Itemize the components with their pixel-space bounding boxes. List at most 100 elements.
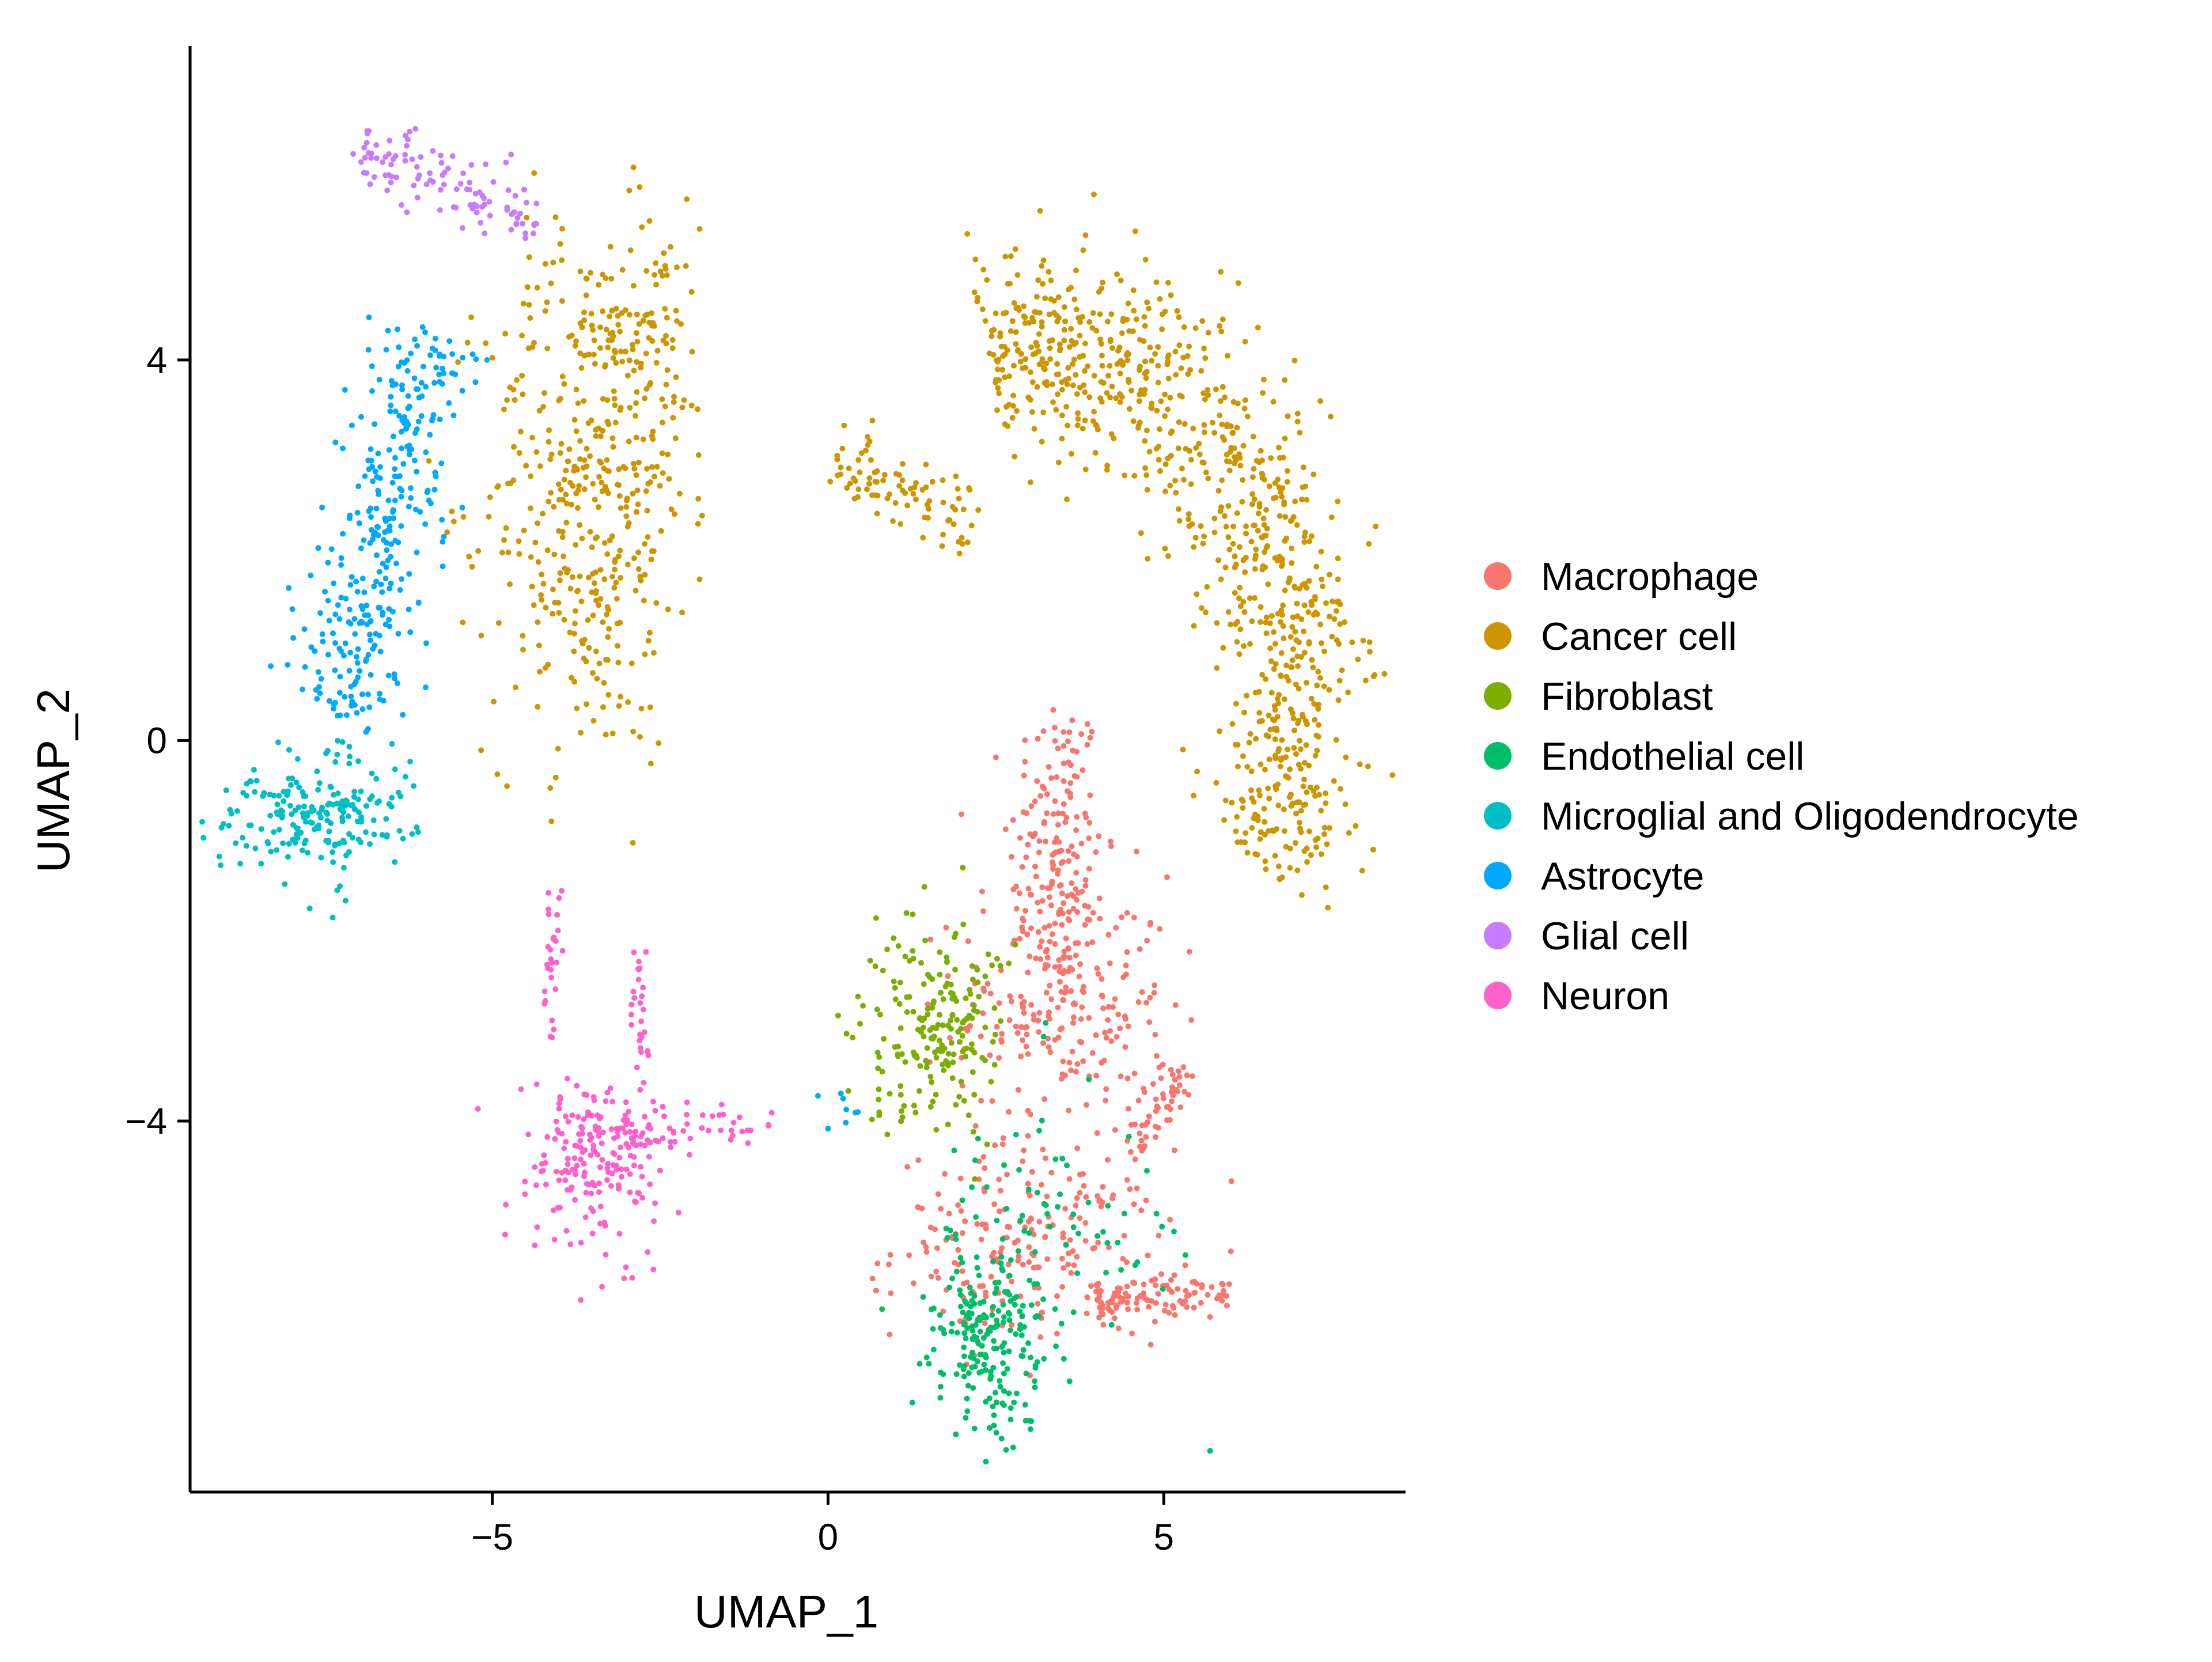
data-point xyxy=(1365,763,1371,770)
data-point xyxy=(388,541,395,547)
data-point xyxy=(1219,316,1226,323)
data-point xyxy=(368,637,374,643)
data-point xyxy=(289,811,295,817)
data-point xyxy=(1047,345,1053,351)
data-point xyxy=(559,534,566,540)
data-point xyxy=(1036,331,1042,337)
data-point xyxy=(1063,814,1070,820)
data-point xyxy=(590,327,596,333)
data-point xyxy=(346,619,352,625)
data-point xyxy=(340,445,346,452)
data-point xyxy=(897,521,904,527)
data-point xyxy=(1131,1201,1137,1207)
data-point xyxy=(414,550,420,555)
data-point xyxy=(1300,714,1306,720)
data-point xyxy=(620,464,627,470)
data-point xyxy=(1006,1273,1013,1279)
data-point xyxy=(491,698,497,705)
data-point xyxy=(619,1125,626,1131)
data-point xyxy=(917,1063,923,1069)
data-point xyxy=(1054,835,1060,841)
data-point xyxy=(1070,1248,1076,1254)
data-point xyxy=(615,321,622,328)
data-point xyxy=(1082,922,1088,928)
data-point xyxy=(1243,523,1249,529)
data-point xyxy=(631,995,638,1001)
data-point xyxy=(589,323,595,328)
data-point xyxy=(1059,412,1065,418)
data-point xyxy=(218,862,224,868)
data-point xyxy=(1289,624,1296,630)
data-point xyxy=(1275,863,1282,869)
data-point xyxy=(1263,676,1269,682)
data-point xyxy=(578,598,585,604)
data-point xyxy=(1063,1242,1069,1248)
data-point xyxy=(972,1176,978,1182)
data-point xyxy=(1357,761,1363,767)
data-point xyxy=(543,1182,549,1188)
data-point xyxy=(1154,407,1160,414)
data-point xyxy=(628,1012,634,1018)
data-point xyxy=(1046,923,1052,929)
data-point xyxy=(404,142,410,149)
data-point xyxy=(1176,314,1182,320)
data-point xyxy=(1243,531,1249,537)
data-point xyxy=(316,780,323,786)
data-point xyxy=(1244,692,1249,699)
data-point xyxy=(609,337,615,343)
data-point xyxy=(544,1134,551,1140)
data-point xyxy=(892,985,898,991)
data-point xyxy=(1018,1332,1025,1338)
data-point xyxy=(1036,1029,1042,1035)
data-point xyxy=(1047,356,1054,362)
data-point xyxy=(330,792,336,798)
data-point xyxy=(589,1231,596,1237)
data-point xyxy=(925,971,931,978)
data-point xyxy=(347,582,354,588)
data-point xyxy=(366,314,372,320)
data-point xyxy=(556,895,562,901)
data-point xyxy=(610,1150,616,1156)
data-point xyxy=(605,344,611,351)
data-point xyxy=(1144,487,1150,493)
data-point xyxy=(362,612,368,618)
data-point xyxy=(1064,1162,1070,1168)
data-point xyxy=(572,1197,578,1203)
data-point xyxy=(988,1078,994,1085)
data-point xyxy=(1042,295,1048,301)
data-point xyxy=(616,466,622,472)
data-point xyxy=(415,829,421,835)
data-point xyxy=(516,551,522,557)
data-point xyxy=(1066,1059,1073,1066)
data-point xyxy=(618,505,624,511)
data-point xyxy=(350,835,356,841)
data-point xyxy=(551,503,557,510)
data-point xyxy=(1001,343,1007,350)
data-point xyxy=(1006,1017,1013,1023)
data-point xyxy=(1139,1293,1146,1299)
data-point xyxy=(638,1049,644,1055)
data-point xyxy=(1162,546,1168,552)
data-point xyxy=(1019,1001,1025,1007)
data-point xyxy=(630,490,636,497)
data-point xyxy=(1281,501,1287,508)
data-point xyxy=(368,150,374,157)
data-point xyxy=(1272,707,1278,713)
data-point xyxy=(654,464,660,470)
data-point xyxy=(1059,922,1065,928)
data-point xyxy=(1260,515,1267,521)
data-point xyxy=(361,169,367,176)
data-point xyxy=(1007,1257,1014,1263)
data-point xyxy=(1300,582,1306,588)
data-point xyxy=(341,653,347,659)
data-point xyxy=(252,845,259,851)
data-point xyxy=(671,399,677,405)
data-point xyxy=(408,495,414,501)
data-point xyxy=(1080,1171,1086,1177)
data-point xyxy=(880,967,886,974)
data-point xyxy=(1318,640,1324,646)
data-point xyxy=(199,819,205,825)
data-point xyxy=(998,967,1004,974)
data-point xyxy=(1265,581,1271,588)
